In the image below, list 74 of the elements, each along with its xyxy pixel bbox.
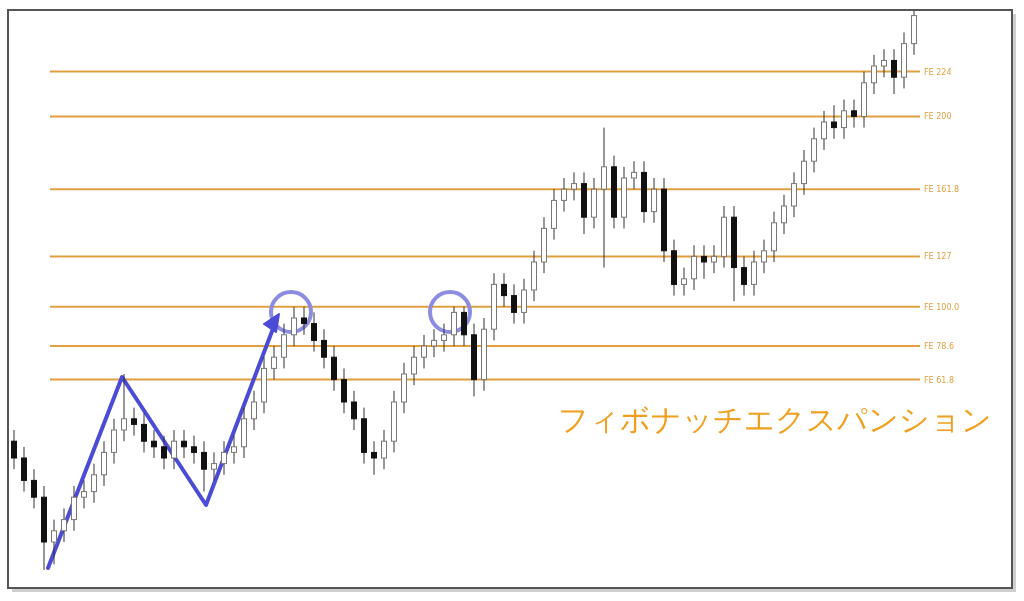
candlestick bbox=[221, 440, 227, 476]
candlestick bbox=[71, 485, 77, 532]
candlestick bbox=[161, 435, 167, 470]
candlestick bbox=[171, 429, 177, 470]
candlestick bbox=[131, 407, 137, 437]
candlestick bbox=[421, 334, 427, 369]
candlestick bbox=[231, 435, 237, 465]
candlestick bbox=[811, 127, 817, 173]
annotation: フィボナッチエクスパンション bbox=[558, 402, 992, 437]
candlestick bbox=[891, 48, 897, 95]
candlestick bbox=[711, 244, 717, 274]
candlestick bbox=[271, 345, 277, 381]
candlestick bbox=[191, 435, 197, 465]
ref-line-label: FE 200 bbox=[924, 112, 952, 122]
ref-line-label: FE 100.0 bbox=[924, 302, 960, 312]
candlestick bbox=[51, 519, 57, 565]
candlestick bbox=[601, 127, 607, 269]
candlestick bbox=[801, 149, 807, 196]
candlestick bbox=[741, 255, 747, 297]
candlestick bbox=[11, 429, 17, 470]
candlestick bbox=[201, 440, 207, 493]
candlestick bbox=[561, 177, 567, 213]
candlestick bbox=[871, 54, 877, 95]
candlestick bbox=[411, 345, 417, 386]
candlestick bbox=[291, 306, 297, 347]
candlestick bbox=[881, 48, 887, 78]
candlestick bbox=[101, 440, 107, 487]
candlestick bbox=[211, 451, 217, 481]
candlestick bbox=[821, 110, 827, 151]
candlestick bbox=[281, 323, 287, 369]
candlestick bbox=[831, 104, 837, 140]
candlestick bbox=[311, 311, 317, 353]
candlestick bbox=[681, 267, 687, 297]
ref-line-label: FE 127 bbox=[924, 252, 952, 262]
candlestick bbox=[841, 99, 847, 140]
candlestick bbox=[111, 418, 117, 465]
candlestick bbox=[521, 278, 527, 325]
candlestick bbox=[441, 323, 447, 353]
candlestick bbox=[451, 306, 457, 347]
candlestick bbox=[341, 367, 347, 414]
candlestick bbox=[331, 345, 337, 392]
candlestick bbox=[301, 306, 307, 336]
candlestick bbox=[631, 160, 637, 190]
candlestick bbox=[321, 328, 327, 369]
candlestick bbox=[151, 429, 157, 459]
candlestick bbox=[381, 429, 387, 470]
candlestick bbox=[251, 390, 257, 431]
ref-line-label: FE 224 bbox=[924, 67, 952, 77]
candlestick bbox=[511, 283, 517, 325]
candlestick bbox=[701, 244, 707, 280]
ref-line-label: FE 161.8 bbox=[924, 185, 960, 195]
ref-line-label: FE 61.8 bbox=[924, 375, 955, 385]
candlestick bbox=[371, 440, 377, 476]
candlestick bbox=[751, 250, 757, 297]
candlestick bbox=[181, 429, 187, 459]
candlestick bbox=[141, 412, 147, 453]
candlestick bbox=[791, 171, 797, 218]
candlestick bbox=[651, 177, 657, 224]
ref-line-label: FE 78.6 bbox=[924, 342, 955, 351]
candlestick bbox=[781, 194, 787, 235]
candlestick bbox=[81, 479, 87, 509]
candlestick bbox=[121, 373, 127, 442]
candlestick bbox=[351, 390, 357, 431]
candlestick bbox=[501, 272, 507, 308]
candlestick bbox=[31, 468, 37, 509]
candlestick bbox=[461, 306, 467, 347]
candlestick bbox=[431, 328, 437, 358]
candlestick bbox=[21, 446, 27, 493]
candlestick bbox=[91, 463, 97, 504]
candlestick bbox=[761, 239, 767, 274]
candlestick bbox=[851, 99, 857, 129]
candlestick bbox=[61, 507, 67, 543]
candlestick bbox=[691, 244, 697, 291]
candlestick bbox=[571, 171, 577, 201]
